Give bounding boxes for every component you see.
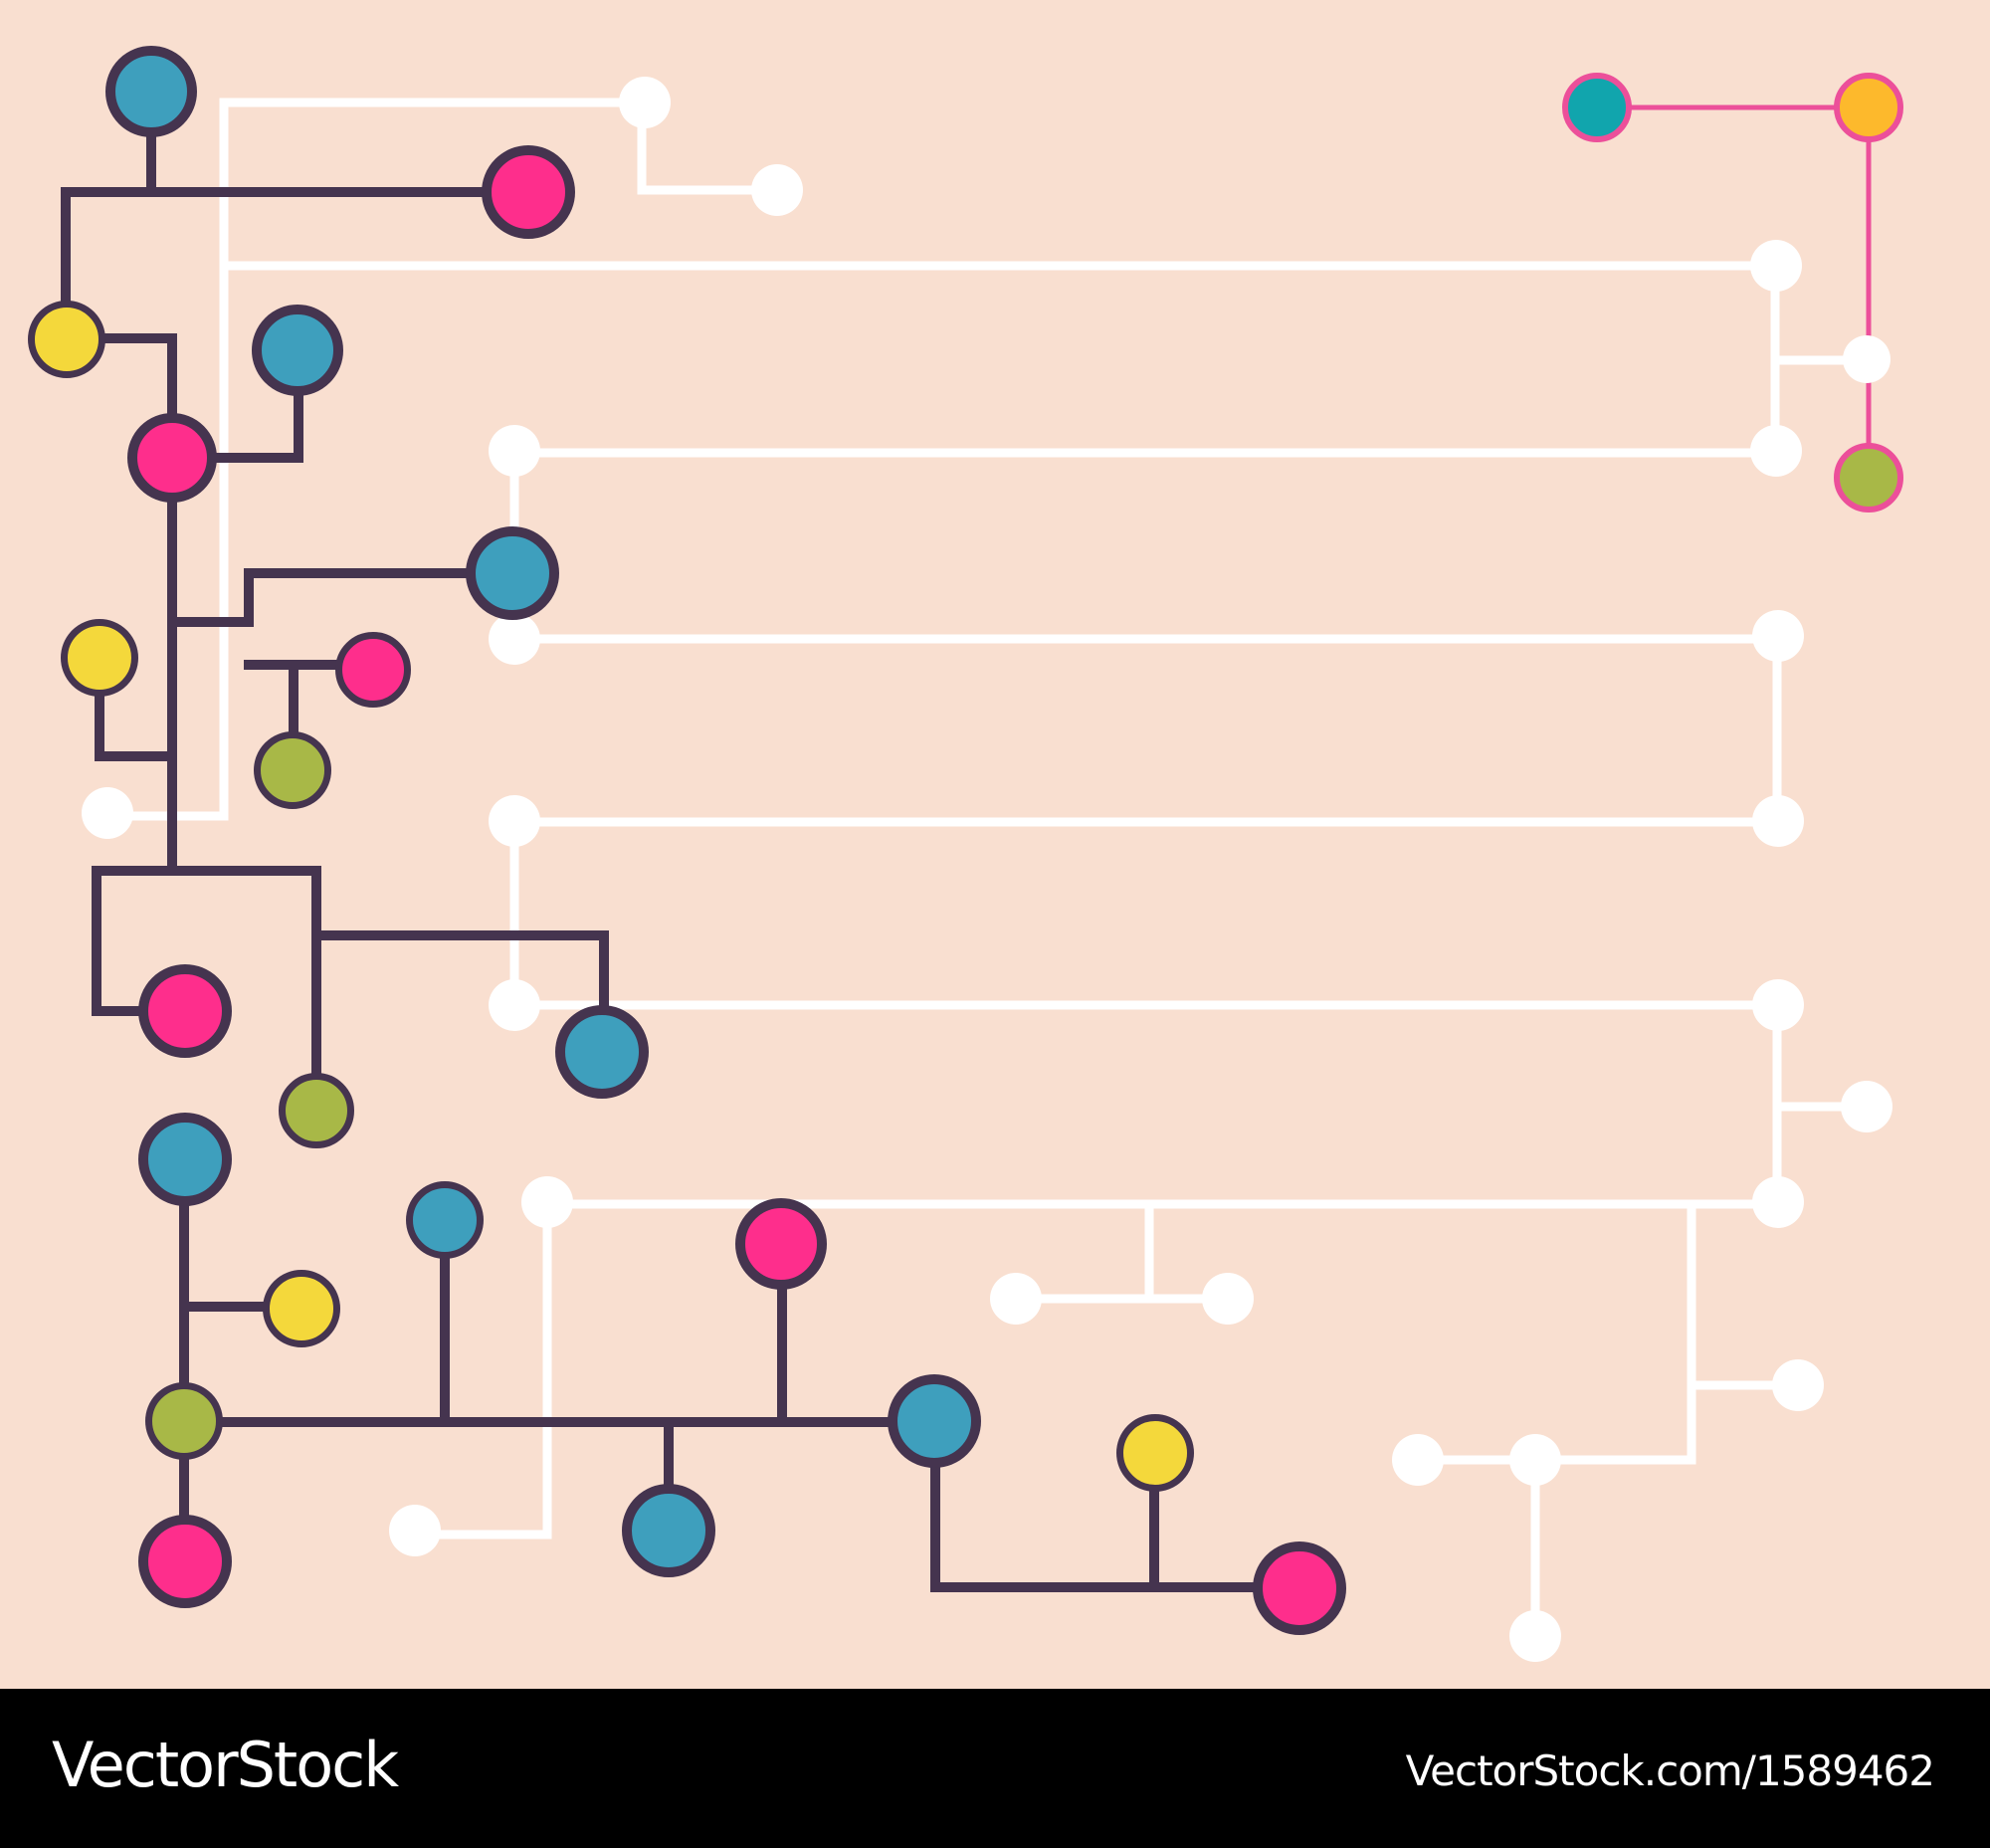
blue-node	[622, 1484, 715, 1577]
terminal-dot	[619, 77, 671, 128]
pink-connector-line	[1594, 104, 1872, 481]
blue-node	[888, 1374, 981, 1468]
dark-connector-line	[61, 187, 532, 343]
terminal-dot	[990, 1273, 1042, 1325]
terminal-dot	[1752, 610, 1804, 662]
pink-node	[138, 1515, 232, 1608]
white-connector-line	[410, 1199, 552, 1540]
dark-connector-line	[930, 1417, 1303, 1592]
orange-node	[1834, 73, 1903, 142]
green-node	[254, 731, 331, 809]
yellow-node	[61, 619, 138, 697]
pink-node	[482, 145, 575, 239]
terminal-dot	[489, 979, 540, 1031]
terminal-dot	[489, 613, 540, 665]
terminal-dot	[1750, 425, 1802, 477]
white-connector-line	[637, 98, 781, 195]
blue-node	[252, 305, 343, 396]
terminal-dot	[1752, 1176, 1804, 1228]
terminal-dot	[489, 425, 540, 477]
white-connector-line	[1413, 1199, 1696, 1465]
dark-connector-line	[167, 866, 321, 1116]
yellow-node	[1116, 1414, 1194, 1492]
pink-node	[735, 1198, 827, 1290]
terminal-dot	[489, 795, 540, 847]
terminal-dot	[1772, 1359, 1824, 1411]
pink-node	[127, 413, 217, 503]
terminal-dot	[1202, 1273, 1254, 1325]
network-diagram	[28, 46, 1903, 1662]
terminal-dot	[1509, 1434, 1561, 1486]
terminal-dot	[751, 164, 803, 216]
green-node	[1834, 443, 1903, 513]
terminal-dot	[389, 1505, 441, 1556]
blue-node	[138, 1113, 232, 1206]
teal-node	[1562, 73, 1632, 142]
source-url: VectorStock.com/1589462	[1405, 1746, 1935, 1795]
yellow-node	[263, 1270, 340, 1347]
terminal-dot	[82, 787, 133, 839]
dark-connector-line	[244, 568, 517, 627]
green-node	[279, 1073, 354, 1148]
terminal-dot	[521, 1176, 573, 1228]
green-node	[145, 1382, 223, 1460]
pink-node	[138, 964, 232, 1058]
terminal-dot	[1752, 795, 1804, 847]
brand-logo-text: VectorStock	[52, 1729, 399, 1801]
blue-node	[406, 1181, 484, 1259]
terminal-dot	[1841, 1081, 1892, 1132]
terminal-dot	[1509, 1610, 1561, 1662]
terminal-dot	[1752, 979, 1804, 1031]
pink-node	[335, 632, 411, 708]
blue-node	[555, 1005, 649, 1099]
terminal-dot	[1392, 1434, 1444, 1486]
pink-node	[1253, 1541, 1346, 1635]
terminal-dot	[1750, 240, 1802, 292]
blue-node	[466, 526, 559, 620]
yellow-node	[28, 301, 105, 378]
blue-node	[105, 46, 197, 137]
terminal-dot	[1843, 335, 1890, 383]
watermark-footer: VectorStock VectorStock.com/1589462	[0, 1689, 1990, 1848]
